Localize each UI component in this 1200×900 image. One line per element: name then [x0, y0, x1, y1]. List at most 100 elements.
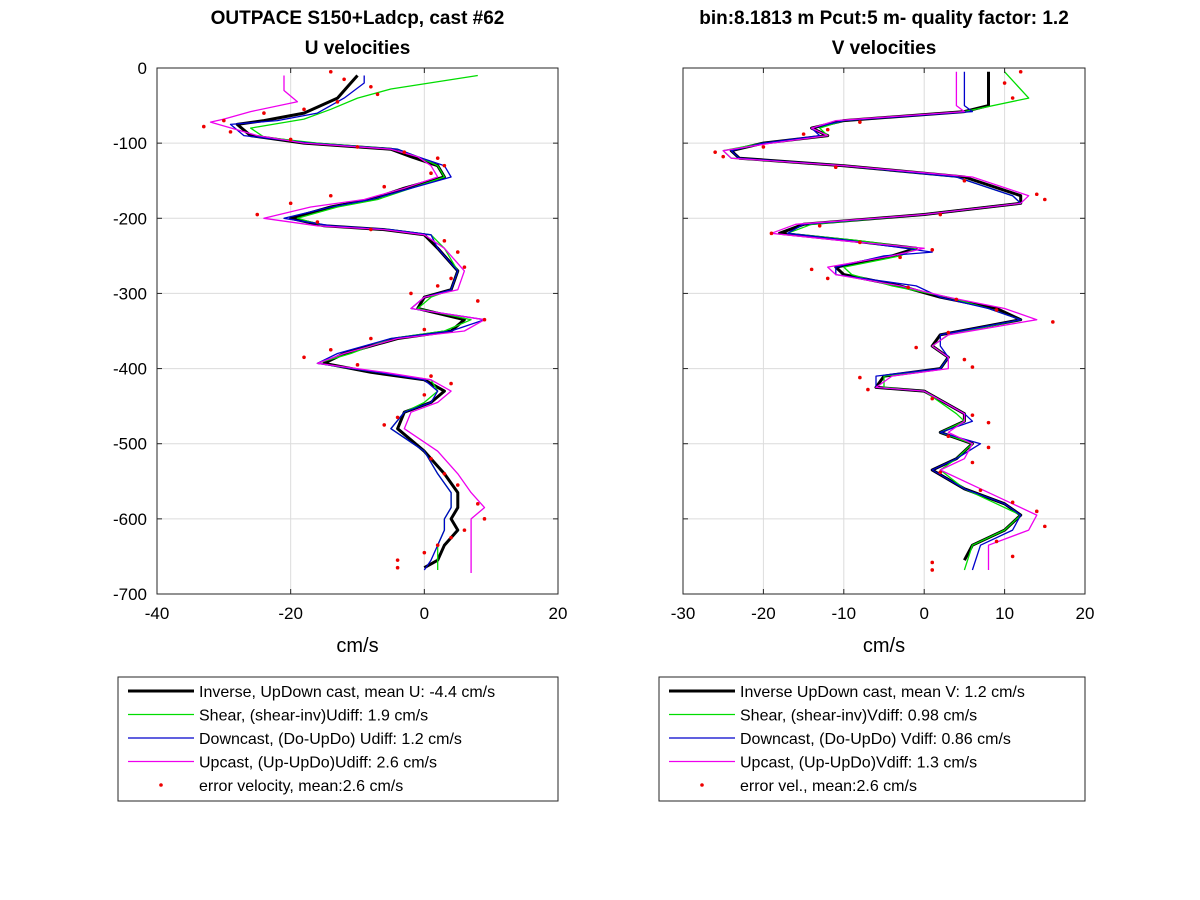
error-velocity-point: [906, 285, 910, 290]
error-velocity-point: [930, 396, 935, 401]
error-velocity-point: [1010, 500, 1015, 505]
error-velocity-point: [801, 132, 806, 136]
error-velocity-point: [986, 445, 991, 450]
error-velocity-point: [994, 308, 999, 312]
error-velocity-point: [825, 127, 830, 132]
legend-marker: [159, 783, 163, 787]
error-velocity-point: [1034, 192, 1039, 197]
error-velocity-point: [429, 171, 433, 175]
error-velocity-point: [482, 517, 487, 521]
error-velocity-point: [288, 201, 293, 206]
x-tick-label: 0: [919, 604, 928, 623]
error-velocity-point: [954, 297, 959, 302]
y-tick-label: 0: [138, 59, 147, 78]
error-velocity-point: [302, 107, 306, 112]
error-velocity-point: [930, 248, 935, 252]
error-velocity-point: [422, 327, 427, 332]
error-velocity-point: [335, 100, 340, 104]
error-velocity-point: [482, 317, 487, 322]
error-velocity-point: [1010, 554, 1015, 559]
error-velocity-point: [422, 550, 427, 555]
error-velocity-point: [914, 345, 918, 350]
error-velocity-point: [930, 568, 935, 572]
series-line-3: [722, 71, 1038, 570]
error-velocity-point: [201, 124, 206, 129]
y-tick-label: -600: [113, 510, 147, 529]
legend-entry: Shear, (shear-inv)Vdiff: 0.98 cm/s: [740, 708, 977, 725]
error-velocity-point: [970, 413, 975, 417]
error-velocity-point: [946, 330, 951, 335]
error-velocity-point: [858, 375, 862, 380]
error-velocity-point: [222, 118, 226, 123]
legend-entry: Inverse, UpDown cast, mean U: -4.4 cm/s: [199, 684, 495, 701]
error-velocity-point: [255, 212, 260, 217]
error-velocity-point: [978, 488, 983, 493]
error-velocity-point: [369, 227, 373, 232]
legend-entry: error velocity, mean:2.6 cm/s: [199, 778, 403, 795]
error-velocity-point: [1018, 69, 1023, 74]
chart-title: bin:8.1813 m Pcut:5 m- quality factor: 1…: [699, 8, 1069, 29]
error-velocity-point: [355, 363, 360, 367]
error-velocity-point: [713, 150, 717, 154]
error-velocity-point: [442, 471, 447, 476]
error-velocity-point: [833, 165, 838, 169]
axes-box: [682, 67, 1086, 595]
x-axis-label: cm/s: [863, 635, 905, 657]
plot-area: [713, 69, 1055, 572]
error-velocity-point: [809, 267, 814, 272]
error-velocity-point: [328, 347, 333, 352]
error-velocity-point: [970, 365, 975, 369]
error-velocity-point: [930, 560, 935, 565]
error-velocity-point: [761, 145, 766, 149]
error-velocity-point: [962, 357, 967, 362]
series-line-0: [235, 74, 466, 570]
error-velocity-point: [395, 565, 400, 570]
error-velocity-point: [369, 336, 373, 341]
legend-entry: Upcast, (Up-UpDo)Udiff: 2.6 cm/s: [199, 755, 437, 772]
error-velocity-point: [435, 284, 440, 288]
x-axis-label: cm/s: [336, 635, 378, 657]
u-legend: Inverse, UpDown cast, mean U: -4.4 cm/s S…: [117, 676, 559, 802]
series-line-1: [249, 74, 478, 570]
y-tick-label: -300: [113, 284, 147, 303]
error-velocity-point: [355, 145, 360, 149]
error-velocity-point: [938, 212, 943, 217]
error-velocity-point: [962, 178, 967, 183]
error-velocity-point: [262, 111, 266, 115]
chart-title: OUTPACE S150+Ladcp, cast #62: [211, 8, 505, 29]
series-line-2: [229, 75, 486, 571]
error-velocity-point: [769, 231, 774, 236]
error-velocity-point: [402, 150, 407, 154]
plot-area: [201, 69, 487, 573]
x-tick-label: 0: [420, 604, 429, 623]
y-tick-label: -500: [113, 435, 147, 454]
legend-entry: Inverse UpDown cast, mean V: 1.2 cm/s: [740, 684, 1025, 701]
error-velocity-point: [429, 374, 433, 378]
error-velocity-point: [858, 120, 862, 124]
error-velocity-point: [825, 276, 830, 281]
error-velocity-point: [429, 456, 433, 461]
error-velocity-point: [898, 255, 902, 260]
error-velocity-point: [994, 539, 999, 544]
error-velocity-point: [228, 130, 233, 134]
error-velocity-point: [858, 240, 862, 245]
error-velocity-point: [1051, 320, 1055, 324]
error-velocity-point: [449, 276, 453, 281]
error-velocity-point: [442, 163, 447, 168]
error-velocity-point: [328, 193, 333, 198]
x-tick-label: 10: [995, 604, 1014, 623]
error-velocity-point: [938, 470, 943, 475]
error-velocity-point: [1043, 524, 1047, 529]
u-velocity-panel: OUTPACE S150+Ladcp, cast #62 U velocities…: [113, 8, 567, 657]
series-line-2: [730, 71, 1022, 571]
series-line-3: [209, 75, 486, 573]
x-tick-label: 20: [549, 604, 568, 623]
error-velocity-point: [395, 558, 400, 562]
error-velocity-point: [476, 502, 480, 506]
y-tick-label: -700: [113, 585, 147, 604]
legend-entry: Upcast, (Up-UpDo)Vdiff: 1.3 cm/s: [740, 755, 977, 772]
x-tick-label: -30: [671, 604, 696, 623]
legend-entry: Shear, (shear-inv)Udiff: 1.9 cm/s: [199, 708, 428, 725]
error-velocity-point: [946, 434, 951, 439]
